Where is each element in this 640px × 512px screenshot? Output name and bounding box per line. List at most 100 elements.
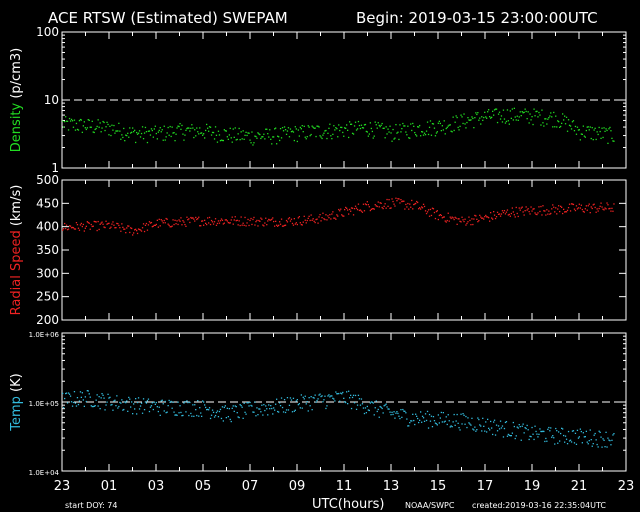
data-point — [456, 116, 458, 119]
y-axis-label-unit-2: (K) — [9, 373, 24, 392]
data-point — [208, 409, 210, 411]
data-point — [426, 121, 429, 123]
data-point — [503, 118, 506, 120]
data-point — [343, 397, 345, 399]
y-axis-label-unit-1: (km/s) — [9, 185, 24, 227]
data-point — [489, 220, 491, 222]
data-point — [154, 224, 156, 226]
data-point — [538, 111, 540, 114]
data-point — [272, 136, 274, 138]
data-point — [234, 216, 236, 218]
data-point — [492, 110, 494, 112]
data-point — [439, 122, 441, 125]
data-point — [105, 404, 107, 406]
data-point — [460, 221, 462, 223]
data-point — [66, 120, 69, 122]
data-point — [598, 126, 600, 129]
data-point — [170, 226, 172, 228]
data-point — [384, 137, 386, 139]
data-point — [392, 200, 394, 203]
data-point — [606, 446, 608, 448]
data-point — [379, 126, 381, 128]
y-tick-label-2-2: 1.0E+06 — [29, 331, 60, 339]
data-point — [529, 435, 531, 437]
data-point — [360, 210, 363, 212]
data-point — [570, 203, 573, 205]
data-point — [450, 130, 452, 132]
data-point — [593, 203, 595, 205]
data-point — [519, 209, 521, 211]
data-point — [437, 414, 439, 416]
data-point — [208, 407, 211, 409]
y-tick-label-1-3: 350 — [36, 243, 59, 257]
data-point — [187, 219, 189, 221]
data-point — [115, 405, 117, 407]
data-point — [542, 205, 544, 207]
data-point — [419, 419, 421, 421]
data-point — [294, 126, 296, 128]
data-point — [108, 222, 110, 224]
data-point — [355, 408, 358, 410]
data-point — [297, 129, 299, 131]
data-point — [278, 224, 280, 226]
data-point — [487, 216, 489, 218]
data-point — [587, 126, 589, 128]
data-point — [294, 223, 296, 225]
data-point — [408, 137, 410, 139]
data-point — [603, 127, 605, 129]
data-point — [156, 219, 158, 221]
data-point — [92, 225, 94, 227]
data-point — [379, 202, 381, 204]
data-point — [392, 128, 394, 131]
data-point — [298, 216, 300, 218]
data-point — [440, 214, 442, 217]
data-point — [501, 425, 504, 427]
data-point — [84, 127, 86, 129]
data-point — [335, 218, 337, 220]
data-point — [465, 415, 467, 418]
data-point — [536, 213, 538, 216]
data-point — [567, 119, 570, 121]
data-point — [159, 127, 161, 129]
data-point — [564, 123, 567, 125]
data-point — [509, 110, 511, 112]
data-point — [556, 213, 558, 215]
data-point — [515, 206, 517, 209]
data-point — [467, 221, 469, 223]
data-point — [309, 135, 311, 137]
data-point — [231, 216, 233, 218]
data-point — [596, 131, 598, 133]
data-point — [363, 412, 366, 415]
data-point — [378, 124, 380, 127]
data-point — [72, 126, 75, 128]
data-point — [273, 407, 275, 409]
data-point — [567, 430, 570, 433]
data-point — [563, 119, 565, 121]
data-point — [543, 125, 545, 127]
data-point — [253, 216, 255, 219]
data-point — [218, 222, 221, 224]
data-point — [224, 219, 226, 221]
data-point — [263, 225, 265, 227]
data-point — [564, 211, 567, 213]
data-point — [549, 115, 551, 117]
data-point — [234, 405, 236, 407]
data-point — [431, 207, 434, 209]
data-point — [554, 443, 556, 445]
data-point — [250, 404, 252, 407]
data-point — [482, 417, 484, 419]
data-point — [341, 126, 343, 129]
data-point — [372, 402, 374, 404]
data-point — [417, 417, 419, 420]
data-point — [180, 411, 182, 414]
data-point — [579, 207, 581, 209]
data-point — [318, 126, 320, 128]
data-point — [494, 434, 497, 436]
x-tick-label-1: 01 — [101, 479, 118, 494]
data-point — [459, 220, 461, 222]
data-point — [106, 223, 108, 225]
data-point — [281, 225, 284, 227]
data-point — [188, 414, 190, 417]
data-point — [112, 409, 114, 411]
data-point — [417, 126, 419, 128]
